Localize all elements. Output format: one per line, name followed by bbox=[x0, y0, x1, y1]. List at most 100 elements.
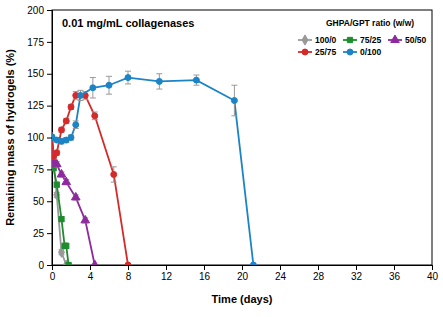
x-tick-mark bbox=[166, 265, 167, 270]
error-cap bbox=[156, 89, 162, 90]
x-tick-label: 4 bbox=[88, 271, 94, 282]
y-tick: 150 bbox=[27, 68, 52, 79]
series-line bbox=[52, 78, 253, 265]
y-tick-label: 150 bbox=[27, 68, 44, 79]
legend-marker bbox=[302, 35, 308, 45]
x-tick-label: 40 bbox=[427, 271, 439, 282]
legend-entry: 50/50 bbox=[388, 35, 427, 45]
error-bar bbox=[63, 243, 69, 248]
data-point bbox=[59, 127, 65, 133]
y-tick-label: 0 bbox=[38, 260, 44, 271]
legend-marker bbox=[347, 49, 353, 55]
data-point bbox=[90, 260, 99, 265]
legend-entry: 75/25 bbox=[343, 35, 382, 45]
error-cap bbox=[106, 76, 112, 77]
x-tick-mark bbox=[318, 265, 319, 270]
x-axis: 0481216202428323640 bbox=[50, 265, 439, 282]
x-tick: 12 bbox=[161, 265, 173, 282]
series-2 bbox=[52, 133, 99, 265]
legend: GHPA/GPT ratio (w/w)100/075/2550/5025/75… bbox=[298, 18, 427, 57]
error-bar bbox=[125, 71, 131, 84]
y-axis-line bbox=[47, 11, 53, 266]
series-1 bbox=[52, 135, 72, 265]
error-cap bbox=[156, 73, 162, 74]
data-point bbox=[63, 118, 69, 124]
x-tick-mark bbox=[280, 265, 281, 270]
series-4 bbox=[52, 71, 256, 265]
data-point bbox=[106, 82, 112, 88]
x-tick-mark bbox=[204, 265, 205, 270]
legend-label: 0/100 bbox=[360, 47, 382, 57]
x-tick: 24 bbox=[275, 265, 287, 282]
x-tick-label: 36 bbox=[389, 271, 401, 282]
error-cap bbox=[90, 97, 96, 98]
data-point bbox=[54, 150, 60, 156]
x-tick-label: 12 bbox=[161, 271, 173, 282]
legend-title: GHPA/GPT ratio (w/w) bbox=[326, 18, 414, 28]
x-axis-line bbox=[53, 266, 433, 271]
x-tick-mark bbox=[242, 265, 243, 270]
data-point bbox=[193, 77, 199, 83]
x-tick-label: 24 bbox=[275, 271, 287, 282]
error-cap bbox=[193, 75, 199, 76]
x-tick: 36 bbox=[389, 265, 401, 282]
data-point bbox=[59, 216, 64, 221]
legend-marker bbox=[302, 49, 308, 55]
legend-label: 100/0 bbox=[315, 35, 337, 45]
y-tick: 125 bbox=[27, 100, 52, 111]
chart: 0481216202428323640025507510012515017520… bbox=[0, 0, 443, 317]
y-tick: 50 bbox=[33, 196, 52, 207]
x-tick: 8 bbox=[126, 265, 132, 282]
x-tick-label: 32 bbox=[351, 271, 363, 282]
y-tick-label: 200 bbox=[27, 5, 44, 16]
y-tick-label: 175 bbox=[27, 37, 44, 48]
y-tick-label: 50 bbox=[33, 196, 45, 207]
y-tick-mark bbox=[47, 138, 52, 139]
chart-title: 0.01 mg/mL collagenases bbox=[62, 17, 194, 29]
data-area bbox=[52, 71, 256, 265]
data-point bbox=[231, 98, 237, 104]
y-tick-mark bbox=[47, 265, 52, 266]
x-tick-label: 20 bbox=[237, 271, 249, 282]
x-axis-title: Time (days) bbox=[212, 293, 273, 305]
data-point bbox=[66, 262, 71, 265]
x-tick-mark bbox=[394, 265, 395, 270]
x-tick: 28 bbox=[313, 265, 325, 282]
x-tick-mark bbox=[432, 265, 433, 270]
x-tick-mark bbox=[356, 265, 357, 270]
error-bar bbox=[54, 150, 60, 155]
data-point bbox=[90, 85, 96, 91]
y-tick-mark bbox=[47, 169, 52, 170]
error-bar bbox=[59, 217, 65, 222]
y-tick-label: 75 bbox=[33, 164, 45, 175]
data-point bbox=[52, 159, 61, 166]
error-bar bbox=[193, 75, 199, 85]
data-point bbox=[156, 78, 162, 84]
data-point bbox=[125, 75, 131, 81]
data-point bbox=[125, 262, 131, 265]
legend-entry: 100/0 bbox=[298, 35, 337, 45]
x-tick: 32 bbox=[351, 265, 363, 282]
y-tick-mark bbox=[47, 74, 52, 75]
data-point bbox=[62, 177, 71, 184]
legend-label: 50/50 bbox=[405, 35, 427, 45]
error-bar bbox=[73, 121, 79, 129]
series-line bbox=[52, 95, 128, 265]
y-tick: 175 bbox=[27, 37, 52, 48]
data-point bbox=[111, 171, 117, 177]
x-tick-mark bbox=[90, 265, 91, 270]
error-bar bbox=[111, 167, 117, 182]
error-bar bbox=[68, 104, 74, 109]
data-point bbox=[250, 262, 256, 265]
error-bar bbox=[68, 135, 74, 140]
y-tick-mark bbox=[47, 106, 52, 107]
x-tick-label: 28 bbox=[313, 271, 325, 282]
y-tick-mark bbox=[47, 201, 52, 202]
data-point bbox=[68, 135, 74, 141]
y-tick: 100 bbox=[27, 132, 52, 143]
y-tick-mark bbox=[47, 42, 52, 43]
error-bar bbox=[78, 90, 84, 100]
plot: 0481216202428323640025507510012515017520… bbox=[27, 5, 438, 282]
error-cap bbox=[231, 115, 237, 116]
legend-label: 75/25 bbox=[360, 35, 382, 45]
